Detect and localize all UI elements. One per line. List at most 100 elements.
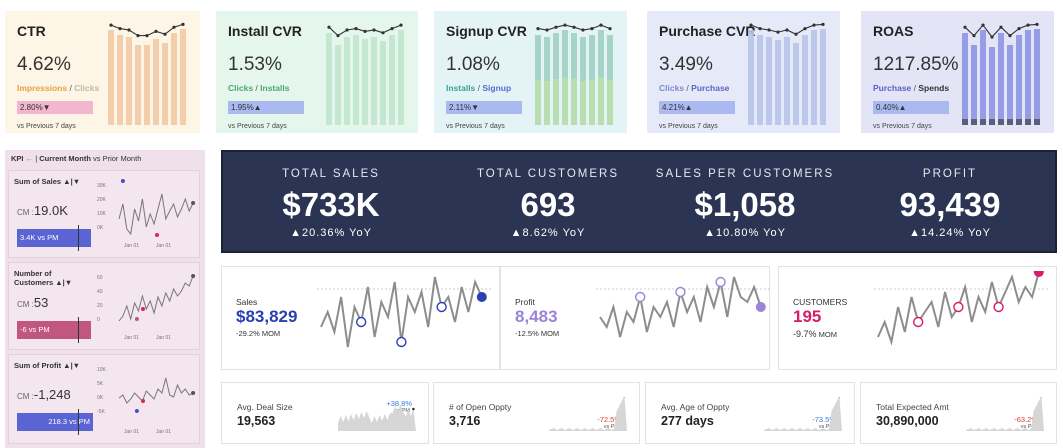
kpi-minichart-bar (1007, 45, 1013, 125)
kpi-card-value: 1.53% (228, 54, 282, 75)
kpi-minichart-bar (126, 37, 132, 125)
kpi-minichart-bar-segment (598, 77, 604, 125)
total-stat-1: TOTAL CUSTOMERS 693 ▲8.62% YoY (448, 168, 648, 239)
metric-card-delta: -63.2% (1014, 415, 1038, 424)
trend-panel-sales[interactable]: Sales $83,829 -29.2% MOM (221, 266, 500, 370)
trend-panel-value: $83,829 (236, 307, 298, 326)
kpi-minichart-bar (380, 41, 386, 125)
kpi-month-card[interactable]: Number of Customers ▲|▼ CM :53 -6 vs PM 60 4… (8, 262, 200, 350)
kpi-card-comparison-note: vs Previous 7 days (659, 123, 718, 130)
trend-panel-sparkline (596, 276, 771, 338)
kpi-minichart-point (599, 23, 603, 27)
metric-card-3[interactable]: Total Expected Amt 30,890,000 -63.2% vs PM (860, 382, 1057, 444)
kpi-card-install-cvr[interactable]: Install CVR 1.53% Clicks / Installs 1.95%▲ v… (216, 11, 418, 133)
kpi-month-card-bar: 3.4K vs PM (17, 229, 91, 247)
kpi-minichart-point (345, 28, 349, 32)
trend-panel-label: CUSTOMERS (793, 297, 848, 307)
kpi-minichart-bar (784, 37, 790, 125)
kpi-minichart-bar-segment (553, 79, 559, 125)
kpi-month-card-sparkline (118, 274, 196, 322)
kpi-minichart-point (1026, 23, 1030, 27)
kpi-month-card[interactable]: Sum of Sales ▲|▼ CM :19.0K 3.4K vs PM 30K 20… (8, 170, 200, 258)
kpi-minichart-bar (1034, 29, 1040, 125)
kpi-minichart-bar (135, 45, 141, 125)
trend-panel-profit[interactable]: Profit 8,483 -12.5% MOM (500, 266, 771, 370)
kpi-month-card-ytick: 20K (97, 197, 106, 203)
kpi-card-formula: Installs / Signup (446, 83, 512, 93)
kpi-card-change-badge: 2.11%▼ (446, 101, 522, 114)
trend-highlight-point (715, 276, 726, 288)
trend-line (320, 276, 483, 348)
kpi-minichart-bar-segment (544, 81, 550, 125)
trend-panel-customers[interactable]: CUSTOMERS 195 -9.7% MOM (778, 266, 1057, 370)
kpi-card-roas[interactable]: ROAS 1217.85% Purchase / Spends 0.40%▲ vs Pr… (861, 11, 1054, 133)
kpi-minichart-bar (117, 35, 123, 125)
kpi-card-value: 4.62% (17, 54, 71, 75)
trend-panel-sparkline (317, 276, 492, 348)
kpi-minichart-bar (389, 35, 395, 125)
kpi-minichart-point (136, 34, 140, 38)
kpi-minichart-bar (766, 37, 772, 125)
kpi-month-sparkline-marker (155, 233, 159, 237)
total-stat-label: PROFIT (922, 168, 978, 180)
metric-card-2[interactable]: Avg. Age of Oppty 277 days -73.5% vs PM (645, 382, 855, 444)
kpi-month-card-ytick: 0 (97, 317, 100, 323)
metric-card-delta: -72.5% (597, 415, 621, 424)
kpi-minichart-point (776, 30, 780, 34)
kpi-minichart-point (990, 35, 994, 39)
kpi-month-sparkline-marker (134, 317, 139, 321)
metric-card-1[interactable]: # of Open Oppty 3,716 -72.5% vs PM (433, 382, 640, 444)
trend-latest-point (755, 302, 766, 312)
kpi-card-formula: Impressions / Clicks (17, 83, 100, 93)
kpi-minichart-bar-segment (1025, 119, 1031, 125)
metric-card-label: # of Open Oppty (449, 402, 512, 412)
kpi-minichart-bar-segment (1007, 119, 1013, 125)
kpi-minichart-point (354, 27, 358, 31)
kpi-card-change-badge: 0.40%▲ (873, 101, 949, 114)
kpi-card-comparison-note: vs Previous 7 days (446, 123, 505, 130)
kpi-minichart-bar (775, 40, 781, 125)
kpi-minichart-bar (326, 33, 332, 125)
metric-area (549, 397, 627, 431)
metric-card-area-sparkline (966, 397, 1044, 431)
trend-highlight-point (396, 336, 407, 348)
metric-card-label: Avg. Age of Oppty (661, 402, 730, 412)
trend-panel-value: 195 (793, 307, 822, 326)
kpi-month-card-bar: 218.3 vs PM (17, 413, 93, 431)
kpi-minichart-point (821, 22, 825, 26)
trend-highlight-point (953, 301, 964, 313)
kpi-minichart-point (163, 32, 167, 36)
kpi-card-ctr[interactable]: CTR 4.62% Impressions / Clicks 2.80%▼ vs Pre… (5, 11, 200, 133)
kpi-card-purchase-cvr[interactable]: Purchase CVR 3.49% Clicks / Purchase 4.21%▲… (647, 11, 840, 133)
kpi-card-minichart (108, 22, 186, 125)
kpi-card-title: CTR (17, 23, 46, 39)
kpi-month-card[interactable]: Sum of Profit ▲|▼ CM :-1,248 218.3 vs PM 10… (8, 354, 200, 444)
kpi-card-signup-cvr[interactable]: Signup CVR 1.08% Installs / Signup 2.11%▼ vs… (434, 11, 627, 133)
kpi-minichart-bar (1025, 30, 1031, 125)
trend-panel-change: -12.5% MOM (515, 329, 560, 338)
total-stat-yoy: ▲8.62% YoY (510, 227, 586, 239)
kpi-card-title: Install CVR (228, 23, 302, 39)
kpi-month-sparkline-marker (134, 409, 139, 413)
kpi-minichart-bar (802, 35, 808, 125)
metric-card-delta: +38.8% (386, 399, 412, 408)
kpi-card-title: Purchase CVR (659, 23, 756, 39)
kpi-minichart-bar (353, 35, 359, 125)
kpi-card-change-badge: 4.21%▲ (659, 101, 735, 114)
trend-highlight-point (356, 316, 367, 328)
kpi-card-comparison-note: vs Previous 7 days (228, 123, 287, 130)
metric-card-label: Avg. Deal Size (237, 402, 293, 412)
kpi-month-sparkline-marker (191, 391, 196, 395)
totals-banner: TOTAL SALES $733K ▲20.36% YoY TOTAL CUSTOME… (221, 150, 1057, 253)
kpi-minichart-bar (793, 43, 799, 125)
back-arrow-icon[interactable]: ← (25, 154, 34, 163)
kpi-minichart-point (563, 23, 567, 27)
metric-card-area-sparkline (338, 405, 416, 431)
trend-panel-label: Profit (515, 297, 535, 307)
metric-area (764, 397, 842, 431)
kpi-minichart-bar-segment (1034, 119, 1040, 125)
total-stat-label: SALES PER CUSTOMERS (655, 168, 835, 180)
kpi-minichart-point (572, 25, 576, 29)
kpi-month-card-value-row: CM :19.0K (17, 203, 68, 218)
